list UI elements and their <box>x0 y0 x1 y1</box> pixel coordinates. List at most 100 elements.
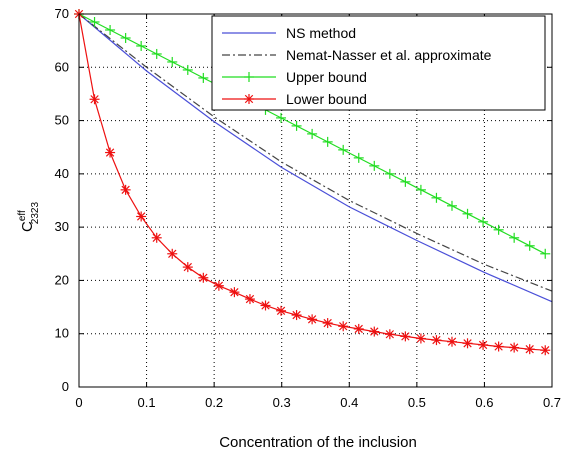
data-point <box>322 136 333 147</box>
legend-label: NS method <box>286 25 356 41</box>
data-point <box>540 345 551 356</box>
series-layer <box>74 9 553 356</box>
data-point <box>105 24 116 35</box>
data-point <box>151 48 162 59</box>
x-axis-label: Concentration of the inclusion <box>219 434 417 451</box>
data-point <box>369 326 380 337</box>
y-tick-label: 50 <box>55 113 69 128</box>
data-point <box>353 152 364 163</box>
data-point <box>431 335 442 346</box>
data-point <box>151 232 162 243</box>
series-3 <box>74 9 551 356</box>
data-point <box>462 208 473 219</box>
series-line <box>78 13 553 292</box>
y-tick-label: 30 <box>55 219 69 234</box>
data-point <box>198 272 209 283</box>
data-point <box>478 216 489 227</box>
data-point <box>493 341 504 352</box>
data-point <box>136 211 147 222</box>
data-point <box>307 314 318 325</box>
data-point <box>540 248 551 259</box>
y-tick-label: 20 <box>55 272 69 287</box>
data-point <box>213 280 224 291</box>
data-point <box>276 305 287 316</box>
data-point <box>446 200 457 211</box>
data-point <box>229 287 240 298</box>
legend: NS method Nemat-Nasser et al. approximate… <box>211 15 546 111</box>
data-point <box>322 318 333 329</box>
y-axis-label-main: C <box>19 221 36 232</box>
legend-label: Lower bound <box>286 91 367 107</box>
data-point <box>509 342 520 353</box>
x-tick-label: 0.5 <box>408 395 426 410</box>
data-point <box>89 94 100 105</box>
data-point <box>509 232 520 243</box>
legend-label: Nemat-Nasser et al. approximate <box>286 47 492 63</box>
y-tick-label: 70 <box>55 6 69 21</box>
data-point <box>431 192 442 203</box>
data-point <box>478 339 489 350</box>
x-tick-label: 0.1 <box>138 395 156 410</box>
legend-entry: Upper bound <box>222 69 367 85</box>
data-point <box>120 32 131 43</box>
x-tick-label: 0.7 <box>543 395 561 410</box>
data-point <box>260 300 271 311</box>
data-point <box>462 338 473 349</box>
y-tick-label: 10 <box>55 326 69 341</box>
data-point <box>291 310 302 321</box>
plot-area-frame <box>78 13 553 388</box>
y-tick-label: 60 <box>55 59 69 74</box>
y-axis-label-sup: eff <box>17 210 28 221</box>
x-tick-label: 0.6 <box>475 395 493 410</box>
data-point <box>415 184 426 195</box>
data-point <box>400 331 411 342</box>
series-1 <box>78 13 553 292</box>
data-point <box>244 294 255 305</box>
data-point <box>89 16 100 27</box>
y-axis-label-sub: 2323 <box>30 202 41 225</box>
data-point <box>182 64 193 75</box>
data-point <box>291 120 302 131</box>
legend-entry: Lower bound <box>222 91 367 107</box>
y-axis-ticks: 0 10 20 30 40 50 60 70 <box>55 6 552 394</box>
data-point <box>415 333 426 344</box>
legend-box <box>211 15 546 111</box>
data-point <box>182 262 193 273</box>
x-tick-label: 0.3 <box>273 395 291 410</box>
legend-entry: NS method <box>222 25 356 41</box>
data-point <box>307 128 318 139</box>
data-point <box>400 176 411 187</box>
data-point <box>384 329 395 340</box>
y-tick-label: 0 <box>62 379 69 394</box>
series-line <box>78 13 553 303</box>
x-tick-label: 0 <box>75 395 82 410</box>
x-tick-label: 0.4 <box>340 395 358 410</box>
y-tick-label: 40 <box>55 166 69 181</box>
legend-marker <box>244 94 254 104</box>
data-point <box>338 321 349 332</box>
data-point <box>369 160 380 171</box>
data-point <box>105 147 116 158</box>
data-point <box>198 72 209 83</box>
data-point <box>493 224 504 235</box>
data-point <box>338 144 349 155</box>
data-point <box>167 56 178 67</box>
legend-entry: Nemat-Nasser et al. approximate <box>222 47 492 63</box>
series-0 <box>78 13 553 303</box>
data-point <box>446 336 457 347</box>
legend-label: Upper bound <box>286 69 367 85</box>
x-axis-ticks: 0 0.1 0.2 0.3 0.4 0.5 0.6 0.7 <box>75 14 561 410</box>
x-tick-label: 0.2 <box>205 395 223 410</box>
data-point <box>384 168 395 179</box>
data-point <box>167 248 178 259</box>
y-axis-label: Ceff 2323 <box>17 202 41 232</box>
data-point <box>524 344 535 355</box>
data-point <box>276 112 287 123</box>
data-point <box>353 323 364 334</box>
data-point <box>524 240 535 251</box>
data-point <box>136 40 147 51</box>
data-point <box>120 184 131 195</box>
legend-marker <box>244 72 254 82</box>
